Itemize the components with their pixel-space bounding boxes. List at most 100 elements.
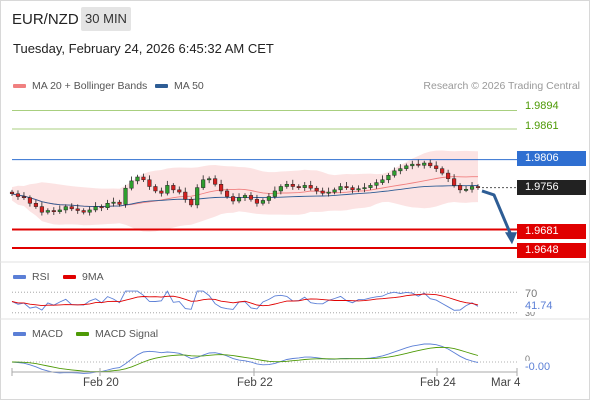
forecast-arrowhead — [505, 232, 517, 245]
candle — [272, 190, 277, 197]
candle — [171, 185, 176, 191]
candle — [284, 184, 289, 187]
legend-item-macd: MACD — [13, 328, 63, 340]
candle — [129, 180, 134, 189]
candle — [254, 199, 259, 204]
candle — [225, 190, 230, 197]
rsi-line — [11, 290, 479, 311]
candle — [93, 206, 98, 211]
candle — [219, 184, 224, 192]
candle — [314, 187, 319, 192]
candle — [344, 186, 349, 188]
candle — [332, 189, 337, 193]
candle — [123, 187, 128, 205]
rsi-value: 41.74 — [525, 300, 556, 312]
candle — [21, 196, 26, 199]
rsi-ma-line — [11, 293, 479, 307]
candle — [189, 199, 194, 206]
candle — [380, 179, 385, 183]
candle — [147, 179, 152, 187]
candle — [33, 203, 38, 207]
legend-swatch-macd — [13, 332, 26, 337]
legend-label-ma20: MA 20 + Bollinger Bands — [32, 80, 148, 92]
candle — [446, 172, 451, 179]
candle — [165, 185, 170, 194]
datetime-label: Tuesday, February 24, 2026 6:45:32 AM CE… — [13, 41, 274, 56]
legend-item-9ma: 9MA — [63, 271, 104, 283]
candle — [99, 206, 104, 209]
legend-item-macd-signal: MACD Signal — [76, 328, 158, 340]
candle — [350, 187, 355, 191]
candle — [320, 190, 325, 194]
candle — [135, 176, 140, 182]
candle — [236, 197, 242, 202]
x-tick-label: Feb 22 — [237, 377, 273, 389]
forecast-arrow — [481, 189, 513, 236]
candle — [362, 187, 367, 190]
legend-item-ma20: MA 20 + Bollinger Bands — [13, 80, 147, 92]
candle — [338, 186, 343, 191]
rsi-level-70: 70 — [525, 288, 538, 300]
legend-swatch-ma50 — [155, 84, 168, 89]
x-tick-label: Mar 4 — [491, 377, 521, 389]
candle — [410, 163, 415, 167]
candle — [428, 162, 433, 167]
candle — [458, 185, 463, 191]
candle — [45, 210, 50, 213]
candle — [248, 195, 254, 200]
candle — [404, 165, 409, 169]
legend-label-macd: MACD — [32, 328, 63, 340]
candle — [308, 185, 313, 189]
candle — [177, 189, 182, 193]
candle — [302, 185, 307, 188]
candle — [207, 178, 212, 181]
level-label-last-price: 1.9756 — [517, 180, 586, 195]
candle — [63, 206, 68, 211]
candle — [266, 196, 271, 201]
candle — [242, 195, 248, 198]
candle — [141, 176, 146, 181]
candle — [422, 162, 427, 166]
candle — [290, 184, 295, 187]
candle — [111, 201, 116, 204]
level-label-s1: 1.9681 — [517, 224, 586, 239]
macd-line — [11, 343, 479, 374]
legend-label-rsi: RSI — [32, 271, 50, 283]
candle — [278, 186, 283, 192]
candle — [183, 191, 188, 200]
copyright-text: Research © 2026 Trading Central — [423, 80, 580, 92]
candle — [81, 210, 86, 213]
candle — [39, 206, 44, 213]
candle — [27, 197, 32, 204]
timeframe-button[interactable]: 30 MIN — [81, 7, 131, 31]
legend-label-macd-signal: MACD Signal — [95, 328, 159, 340]
candle — [434, 165, 439, 169]
candle — [201, 179, 206, 188]
candle — [326, 191, 331, 194]
candle — [15, 193, 21, 197]
candle — [213, 178, 218, 185]
candle — [153, 186, 158, 192]
candle — [57, 209, 62, 212]
candle — [475, 186, 481, 188]
candle — [87, 209, 92, 213]
level-label-r2: 1.9894 — [525, 100, 559, 112]
candle — [374, 182, 379, 186]
candle — [386, 175, 391, 181]
legend-item-rsi: RSI — [13, 271, 50, 283]
candle — [260, 200, 265, 204]
level-label-r1: 1.9861 — [525, 120, 559, 132]
candle — [464, 189, 469, 191]
legend-swatch-macd-signal — [76, 332, 89, 337]
candle — [440, 168, 445, 174]
candle — [51, 210, 56, 212]
legend-swatch-rsi — [13, 275, 26, 280]
rsi-level-30: 30 — [525, 308, 536, 318]
candle — [69, 206, 74, 210]
candle — [231, 196, 236, 202]
candle — [195, 187, 200, 206]
legend-label-ma50: MA 50 — [174, 80, 204, 92]
x-tick-label: Feb 20 — [83, 377, 119, 389]
legend-swatch-ma20 — [13, 84, 26, 89]
